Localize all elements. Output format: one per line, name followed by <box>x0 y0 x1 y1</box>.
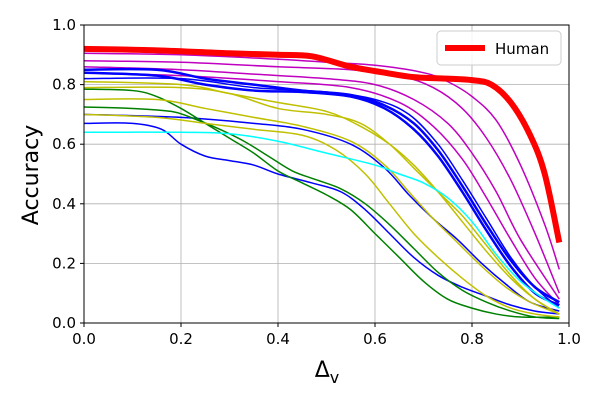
series-line-magenta-4 <box>83 71 560 306</box>
series-line-yellow-2 <box>83 80 560 315</box>
legend-label-human: Human <box>495 40 549 58</box>
series-line-magenta-2 <box>83 60 560 294</box>
y-tick-label: 0.4 <box>52 195 76 213</box>
legend-box <box>436 30 562 66</box>
y-tick-label: 0.6 <box>52 135 76 153</box>
series-line-yellow-3 <box>83 98 560 315</box>
series-line-green-1 <box>83 88 560 319</box>
x-tick-label: 0.0 <box>72 330 96 348</box>
series-layer <box>83 45 563 320</box>
x-axis-title: Δv <box>315 358 340 387</box>
series-line-cyan <box>83 131 560 309</box>
series-line-magenta-3 <box>83 65 560 300</box>
x-axis-title-main: Δ <box>315 358 330 383</box>
y-tick-label: 1.0 <box>52 16 76 34</box>
y-tick-label: 0.2 <box>52 254 76 272</box>
series-line-blue-1 <box>83 67 560 304</box>
x-tick-label: 0.8 <box>460 330 484 348</box>
axis-ticks: 0.0 0.2 0.4 0.6 0.8 1.0 0.0 0.2 0.4 0.6 0.8 1.0 <box>52 16 581 348</box>
y-tick-label: 0.0 <box>52 314 76 332</box>
series-line-blue-3 <box>83 77 560 309</box>
plot-frame <box>83 24 570 324</box>
series-line-yellow-4 <box>83 113 560 318</box>
legend: Human <box>436 30 562 66</box>
series-line-blue-4 <box>83 113 560 312</box>
series-line-blue-2 <box>83 71 560 307</box>
series-line-human <box>83 45 563 244</box>
series-line-green-2 <box>83 106 560 320</box>
x-tick-label: 0.2 <box>169 330 193 348</box>
x-tick-label: 0.4 <box>266 330 290 348</box>
x-tick-label: 1.0 <box>557 330 581 348</box>
x-tick-label: 0.6 <box>363 330 387 348</box>
y-axis-title: Accuracy <box>19 125 44 225</box>
x-axis-title-subscript: v <box>330 368 339 387</box>
y-tick-label: 0.8 <box>52 76 76 94</box>
